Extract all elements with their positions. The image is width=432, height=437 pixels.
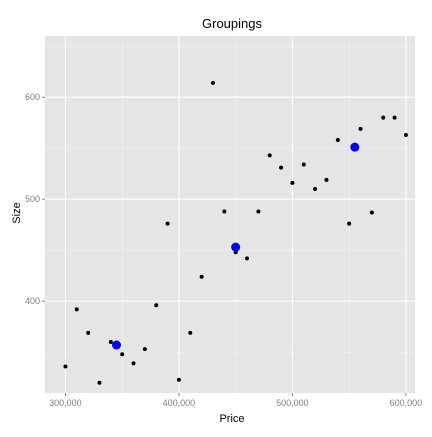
- y-tick-label: 500: [25, 194, 40, 204]
- chart-title: Groupings: [202, 16, 262, 31]
- data-point: [324, 177, 329, 182]
- x-axis-title: Price: [219, 413, 244, 425]
- data-point: [120, 352, 125, 357]
- data-point: [199, 274, 204, 279]
- data-point: [142, 347, 147, 352]
- x-tick-label: 500,000: [276, 398, 309, 408]
- data-point: [245, 256, 250, 261]
- group-center-point: [112, 340, 122, 350]
- data-point: [154, 303, 159, 308]
- data-point: [267, 153, 272, 158]
- data-point: [210, 80, 215, 85]
- data-point: [347, 221, 352, 226]
- data-point: [165, 221, 170, 226]
- data-point: [74, 307, 79, 312]
- x-tick-label: 400,000: [163, 398, 196, 408]
- group-center-point: [231, 242, 241, 252]
- y-tick-label: 600: [25, 92, 40, 102]
- data-point: [301, 162, 306, 167]
- data-point: [86, 330, 91, 335]
- data-point: [63, 364, 68, 369]
- group-centers: [112, 142, 360, 350]
- grid-lines: [45, 36, 415, 393]
- data-point: [256, 209, 261, 214]
- data-point: [403, 132, 408, 137]
- y-axis-title: Size: [11, 202, 23, 223]
- data-point: [97, 380, 102, 385]
- data-point: [222, 209, 227, 214]
- data-point: [131, 361, 136, 366]
- panel-background: [45, 36, 415, 393]
- data-point: [358, 126, 363, 131]
- data-point: [176, 377, 181, 382]
- data-points: [63, 80, 408, 385]
- group-center-point: [350, 142, 360, 152]
- data-point: [279, 165, 284, 170]
- data-point: [381, 115, 386, 120]
- data-point: [108, 340, 113, 344]
- x-tick-label: 300,000: [49, 398, 82, 408]
- data-point: [188, 330, 193, 335]
- y-tick-label: 400: [25, 296, 40, 306]
- y-axis-ticks: 400 500 600: [25, 92, 45, 306]
- data-point: [392, 115, 397, 120]
- x-tick-label: 600,000: [390, 398, 423, 408]
- plot-panel: [45, 36, 415, 393]
- x-axis-ticks: 300,000 400,000 500,000 600,000: [49, 393, 422, 408]
- data-point: [369, 210, 374, 215]
- data-point: [313, 187, 318, 191]
- data-point: [335, 138, 340, 143]
- data-point: [290, 180, 295, 185]
